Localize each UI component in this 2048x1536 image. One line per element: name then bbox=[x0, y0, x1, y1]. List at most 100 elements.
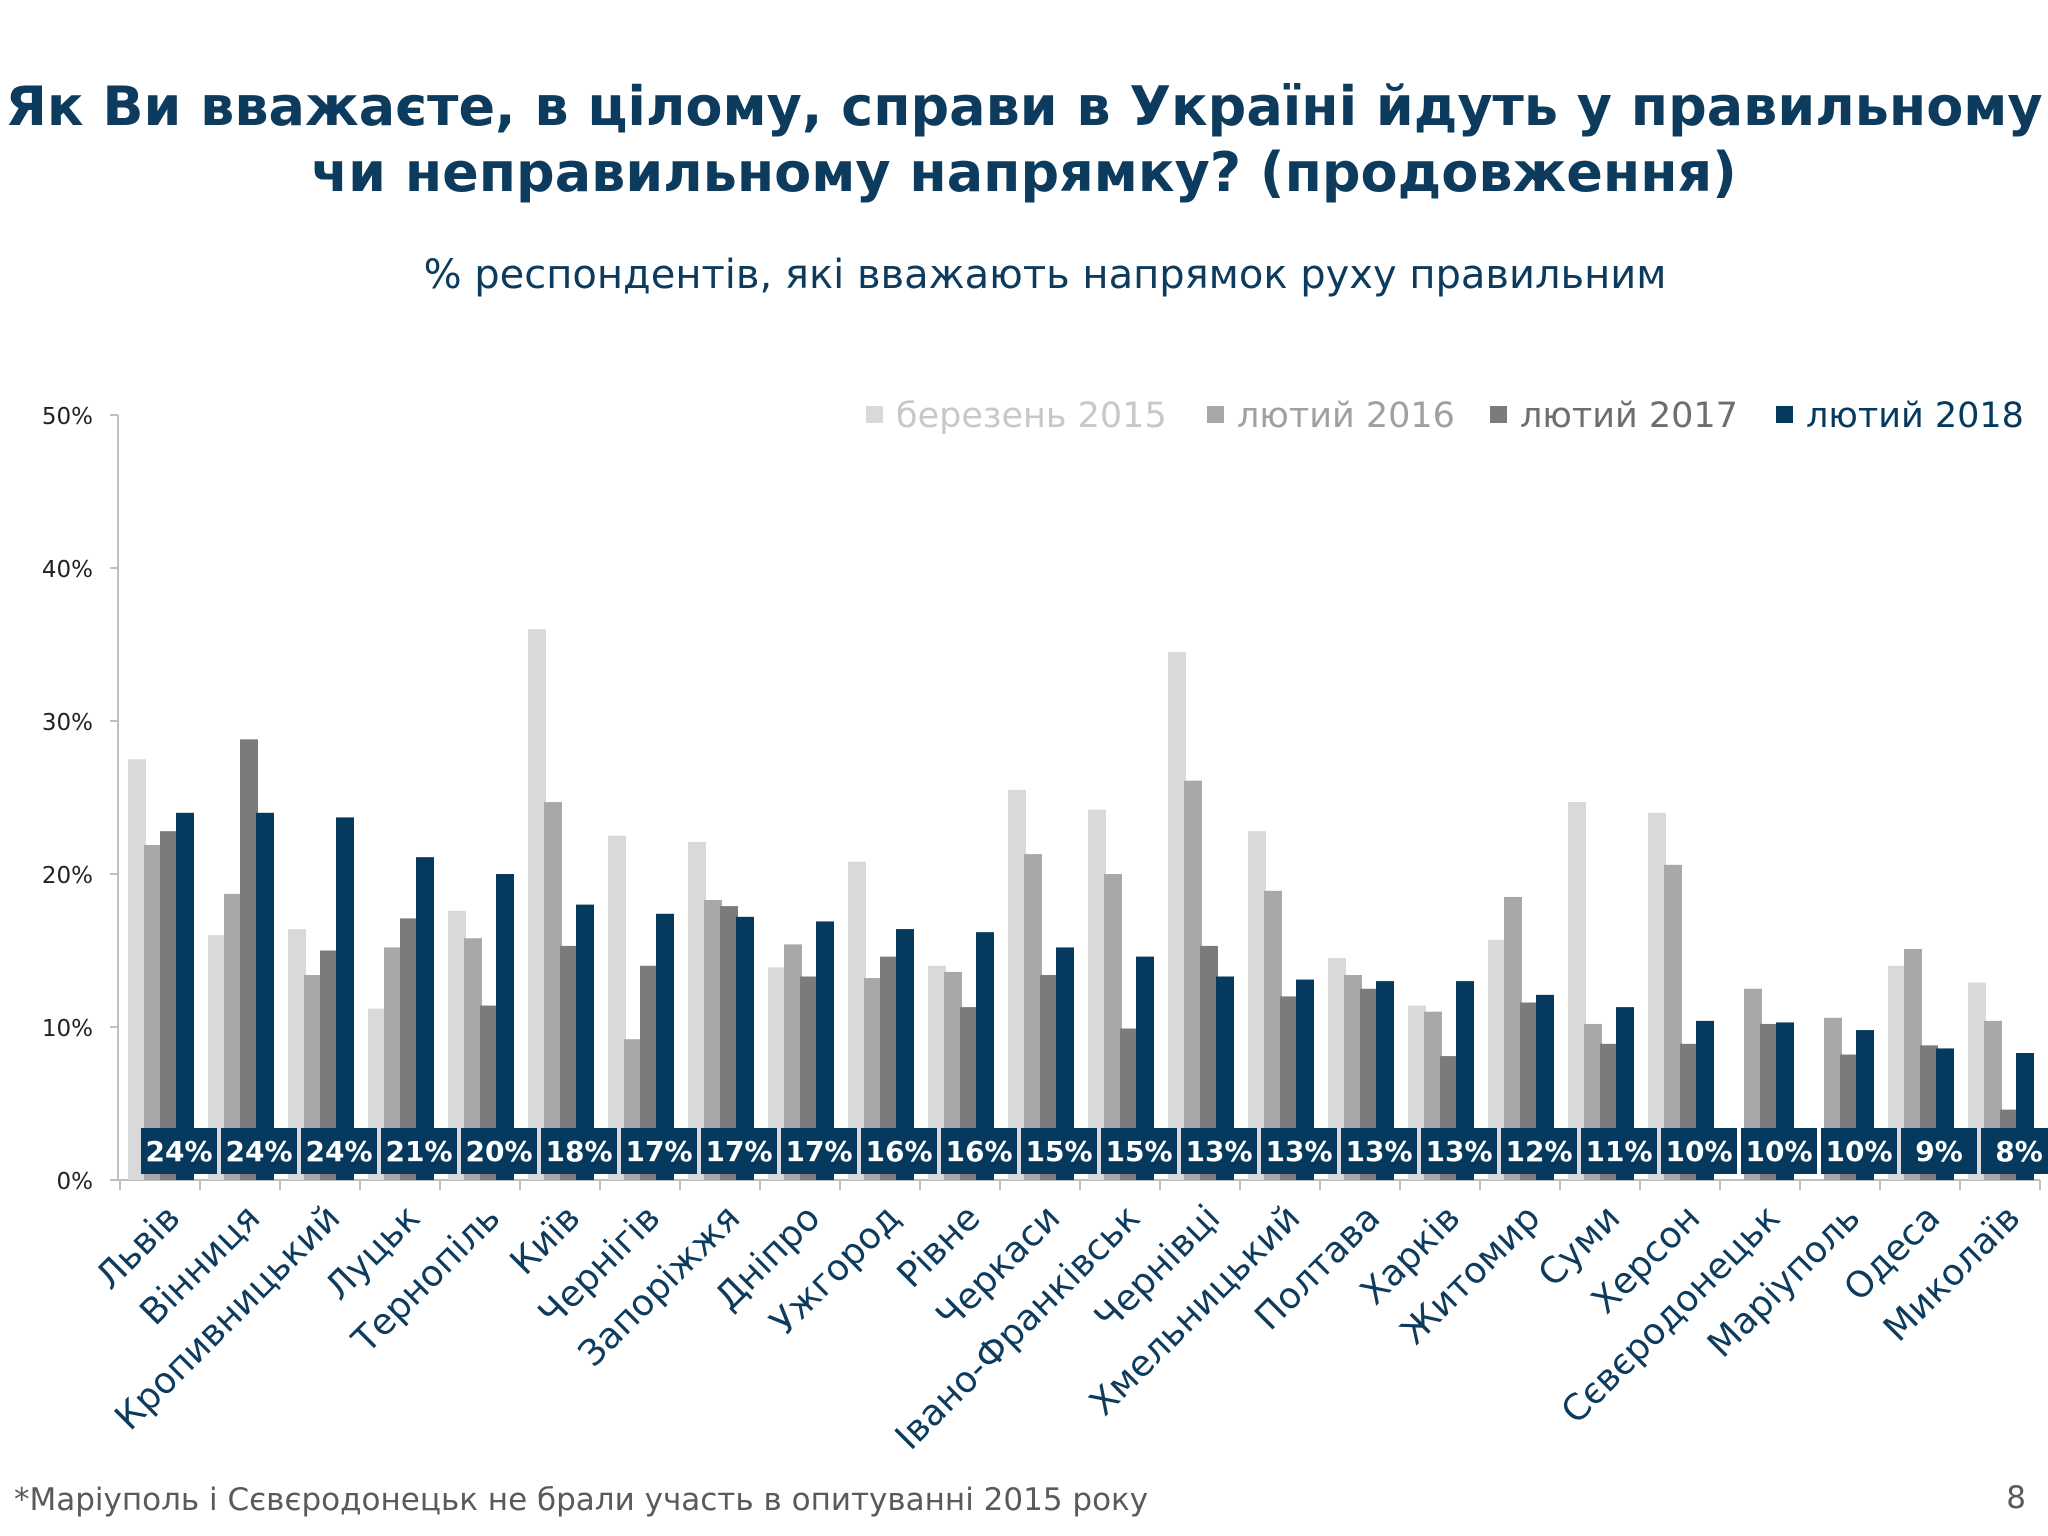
bar bbox=[1904, 948, 1922, 1180]
bar bbox=[128, 759, 146, 1180]
y-tick-label: 10% bbox=[42, 1016, 93, 1042]
bar bbox=[704, 900, 722, 1180]
legend-swatch bbox=[866, 406, 883, 423]
value-label-box bbox=[1981, 1128, 2048, 1174]
value-label-box bbox=[941, 1128, 1017, 1174]
legend-label: лютий 2018 bbox=[1806, 396, 2024, 436]
value-label-box bbox=[461, 1128, 537, 1174]
legend: березень 2015 лютий 2016 лютий 2017 лютий 2… bbox=[866, 396, 2024, 436]
bar bbox=[1056, 947, 1074, 1180]
value-label-box bbox=[1101, 1128, 1177, 1174]
bar bbox=[1248, 831, 1266, 1180]
value-label: 15% bbox=[1105, 1135, 1172, 1168]
value-label-box bbox=[301, 1128, 377, 1174]
value-labels: 24% 24% 24% 21% 20% 18% 17% 17% 17% 16% 16% 15% 15% 1… bbox=[141, 1128, 2048, 1174]
bar bbox=[1168, 652, 1186, 1180]
title-line-2: чи неправильному напрямку? (продовження) bbox=[311, 141, 1737, 204]
bar bbox=[1504, 896, 1522, 1180]
value-label: 13% bbox=[1265, 1135, 1332, 1168]
bar bbox=[144, 844, 162, 1180]
bar bbox=[608, 835, 626, 1180]
value-label-box bbox=[621, 1128, 697, 1174]
bar bbox=[1328, 958, 1346, 1180]
page-number: 8 bbox=[2006, 1480, 2026, 1516]
bar bbox=[880, 956, 898, 1180]
bar bbox=[784, 944, 802, 1180]
bar bbox=[208, 935, 226, 1180]
value-label-box bbox=[1341, 1128, 1417, 1174]
value-label-box bbox=[1581, 1128, 1657, 1174]
bar bbox=[240, 739, 258, 1180]
bar bbox=[160, 831, 178, 1180]
bar bbox=[464, 938, 482, 1180]
value-label: 13% bbox=[1425, 1135, 1492, 1168]
bar bbox=[1024, 854, 1042, 1180]
axes: 0% 10% 20% 30% 40% 50% bbox=[42, 404, 2041, 1195]
y-tick-label: 30% bbox=[42, 710, 93, 736]
bar bbox=[1200, 945, 1218, 1180]
bar bbox=[928, 965, 946, 1180]
legend-swatch bbox=[1776, 406, 1793, 423]
bar bbox=[496, 874, 514, 1180]
value-label: 10% bbox=[1825, 1135, 1892, 1168]
bar bbox=[560, 945, 578, 1180]
bar bbox=[384, 947, 402, 1180]
bar bbox=[448, 910, 466, 1180]
value-label-box bbox=[781, 1128, 857, 1174]
bar bbox=[688, 841, 706, 1180]
bar bbox=[736, 916, 754, 1180]
legend-swatch bbox=[1490, 406, 1507, 423]
bar bbox=[1664, 864, 1682, 1180]
value-label-box bbox=[1181, 1128, 1257, 1174]
bar bbox=[336, 817, 354, 1180]
bar bbox=[320, 950, 338, 1180]
value-label: 18% bbox=[545, 1135, 612, 1168]
bar bbox=[1568, 802, 1586, 1180]
bar bbox=[288, 929, 306, 1180]
category-labels: ЛьвівВінницяКропивницькийЛуцькТернопільК… bbox=[88, 1197, 2028, 1458]
y-tick-label: 20% bbox=[42, 863, 93, 889]
bar bbox=[656, 913, 674, 1180]
value-label-box bbox=[1021, 1128, 1097, 1174]
footnote: *Маріуполь і Сєвєродонецьк не брали учас… bbox=[14, 1482, 1149, 1518]
bar bbox=[976, 932, 994, 1180]
bar bbox=[768, 967, 786, 1180]
value-label: 24% bbox=[225, 1135, 292, 1168]
bar bbox=[256, 812, 274, 1180]
value-label: 9% bbox=[1915, 1135, 1963, 1168]
bar bbox=[640, 965, 658, 1180]
bar bbox=[1888, 965, 1906, 1180]
value-label: 17% bbox=[705, 1135, 772, 1168]
bar bbox=[1488, 939, 1506, 1180]
legend-label: лютий 2017 bbox=[1520, 396, 1738, 436]
bar bbox=[176, 812, 194, 1180]
value-label: 15% bbox=[1025, 1135, 1092, 1168]
value-label-box bbox=[1821, 1128, 1897, 1174]
bar bbox=[400, 918, 418, 1180]
value-label: 12% bbox=[1505, 1135, 1572, 1168]
bar bbox=[896, 929, 914, 1180]
value-label-box bbox=[1261, 1128, 1337, 1174]
value-label-box bbox=[1501, 1128, 1577, 1174]
value-label: 24% bbox=[305, 1135, 372, 1168]
bars bbox=[128, 629, 2034, 1180]
value-label: 17% bbox=[625, 1135, 692, 1168]
value-label-box bbox=[541, 1128, 617, 1174]
bar bbox=[944, 971, 962, 1180]
bar bbox=[720, 906, 738, 1180]
y-tick-label: 0% bbox=[57, 1169, 94, 1195]
bar bbox=[1008, 789, 1026, 1180]
bar bbox=[816, 921, 834, 1180]
value-label-box bbox=[1421, 1128, 1497, 1174]
value-label: 16% bbox=[865, 1135, 932, 1168]
value-label: 17% bbox=[785, 1135, 852, 1168]
y-tick-label: 40% bbox=[42, 557, 93, 583]
value-label-box bbox=[381, 1128, 457, 1174]
bar bbox=[1264, 890, 1282, 1180]
bar bbox=[544, 802, 562, 1180]
value-label: 21% bbox=[385, 1135, 452, 1168]
value-label: 13% bbox=[1185, 1135, 1252, 1168]
chart-subtitle: % респондентів, які вважають напрямок ру… bbox=[423, 252, 1667, 298]
value-label-box bbox=[1901, 1128, 1977, 1174]
bar bbox=[1184, 780, 1202, 1180]
